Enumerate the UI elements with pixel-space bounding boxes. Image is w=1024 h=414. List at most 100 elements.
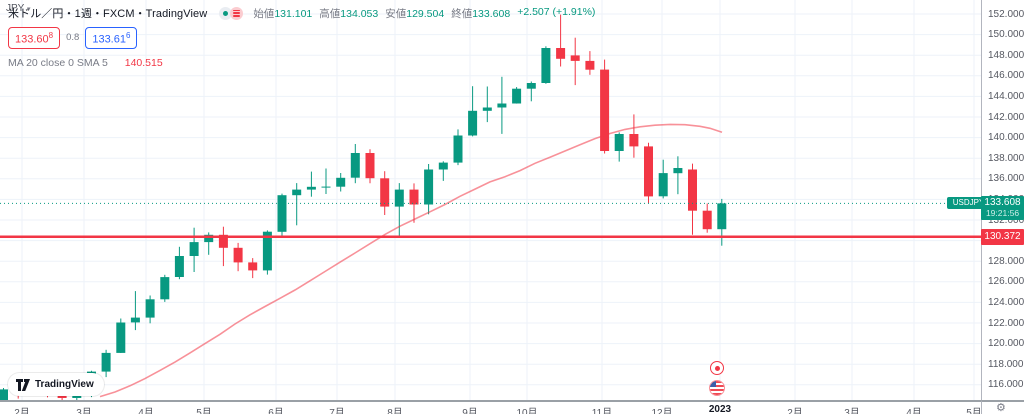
candle-body: [262, 231, 272, 271]
price-tick: 150.000: [988, 29, 1024, 41]
candle-body: [321, 186, 331, 188]
time-tick: 4月: [906, 408, 922, 414]
indicator-row[interactable]: MA 20 close 0 SMA 5 140.515: [8, 57, 595, 69]
bid-button[interactable]: 133.608: [8, 27, 61, 49]
price-tick: 124.000: [988, 296, 1024, 308]
ask-button[interactable]: 133.616: [85, 27, 138, 49]
price-tick: 146.000: [988, 70, 1024, 82]
candle-body: [72, 395, 82, 398]
time-tick: 8月: [387, 408, 403, 414]
change-value: +2.507 (+1.91%): [517, 5, 596, 18]
price-tick: 140.000: [988, 132, 1024, 144]
close-value: 133.608: [472, 7, 511, 20]
time-tick: 2023: [708, 404, 732, 414]
time-axis[interactable]: 2月 3月 4月 5月 6月 7月 8月 9月 10月 11月 12月 2023 2月 3月 4月 5月: [0, 400, 982, 414]
candle-body: [101, 352, 111, 372]
symbol-title[interactable]: 米ドル／円・1週・FXCM・TradingView: [8, 8, 208, 20]
symbol-price-tag: USDJPY: [947, 197, 990, 210]
candle-body: [585, 60, 595, 70]
sma20-line: [99, 123, 723, 398]
time-tick: 4月: [138, 408, 154, 414]
price-tick: 116.000: [988, 379, 1024, 391]
indicator-label: MA 20 close 0 SMA 5: [8, 56, 108, 69]
candle-body: [380, 178, 390, 207]
candle-body: [570, 55, 580, 61]
candle-body: [116, 322, 126, 353]
candlesticks: [0, 14, 727, 400]
candle-body: [218, 234, 228, 248]
candle-body: [614, 134, 624, 151]
currency-selector[interactable]: JPY ▾: [6, 3, 31, 14]
time-tick: 6月: [268, 408, 284, 414]
candle-body: [512, 88, 522, 104]
gear-icon[interactable]: ⚙: [996, 402, 1006, 414]
legend-menu-icon[interactable]: [230, 6, 244, 20]
candle-body: [468, 110, 478, 136]
candle-body: [482, 107, 492, 111]
time-tick: 2月: [14, 408, 30, 414]
time-tick: 10月: [516, 408, 538, 414]
candle-body: [394, 189, 404, 207]
visibility-toggle-icon[interactable]: [219, 6, 233, 20]
price-tick: 128.000: [988, 255, 1024, 267]
candle-body: [174, 256, 184, 277]
current-price-value: 133.608: [984, 197, 1021, 209]
price-tick: 138.000: [988, 152, 1024, 164]
price-tick: 148.000: [988, 49, 1024, 61]
current-price-tag: 133.608 19:21:56: [981, 196, 1024, 221]
candle-body: [600, 69, 610, 151]
candle-body: [306, 186, 316, 190]
legend: 米ドル／円・1週・FXCM・TradingView 始値131.101 高値13…: [8, 5, 595, 69]
alert-price-tag[interactable]: 130.372: [981, 228, 1024, 245]
price-tick: 120.000: [988, 338, 1024, 350]
candle-body: [702, 210, 712, 230]
candle-body: [277, 195, 287, 232]
price-tick: 126.000: [988, 276, 1024, 288]
time-tick: 3月: [844, 408, 860, 414]
legend-toggles: [219, 6, 244, 20]
price-tick: 144.000: [988, 90, 1024, 102]
candle-body: [497, 103, 507, 108]
tradingview-logo-text: TradingView: [35, 379, 94, 390]
low-label: 安値: [385, 7, 407, 20]
candle-body: [233, 247, 243, 263]
candle-body: [189, 242, 199, 256]
candle-body: [673, 168, 683, 174]
time-tick: 11月: [591, 408, 613, 414]
time-tick: 9月: [462, 408, 478, 414]
time-tick: 7月: [329, 408, 345, 414]
candle-body: [57, 395, 67, 398]
candle-body: [145, 299, 155, 318]
candle-body: [160, 277, 170, 300]
time-tick: 5月: [196, 408, 212, 414]
time-tick: 12月: [651, 408, 673, 414]
price-tick: 122.000: [988, 317, 1024, 329]
candle-body: [204, 234, 214, 243]
price-tick: 152.000: [988, 8, 1024, 20]
us-flag-icon[interactable]: [710, 381, 724, 395]
spread-value: 0.8: [66, 32, 80, 44]
event-target-icon[interactable]: [710, 361, 724, 375]
event-target-dot: [714, 365, 720, 371]
close-label: 終値: [451, 7, 473, 20]
us-flag-graphic: [710, 381, 724, 395]
price-tick: 118.000: [988, 358, 1024, 370]
high-label: 高値: [319, 7, 341, 20]
high-value: 134.053: [340, 7, 379, 20]
candle-body: [556, 48, 566, 59]
tradingview-logo-icon: [16, 378, 30, 391]
tradingview-logo[interactable]: TradingView: [8, 373, 104, 396]
candle-body: [438, 162, 448, 170]
open-label: 始値: [253, 7, 275, 20]
time-tick: 2月: [787, 408, 803, 414]
low-value: 129.504: [406, 7, 445, 20]
candle-body: [350, 153, 360, 178]
candle-body: [248, 262, 258, 271]
candle-body: [629, 134, 639, 147]
time-tick: 5月: [966, 408, 982, 414]
time-tick: 3月: [76, 408, 92, 414]
candle-body: [453, 135, 463, 163]
candle-body: [0, 389, 8, 400]
